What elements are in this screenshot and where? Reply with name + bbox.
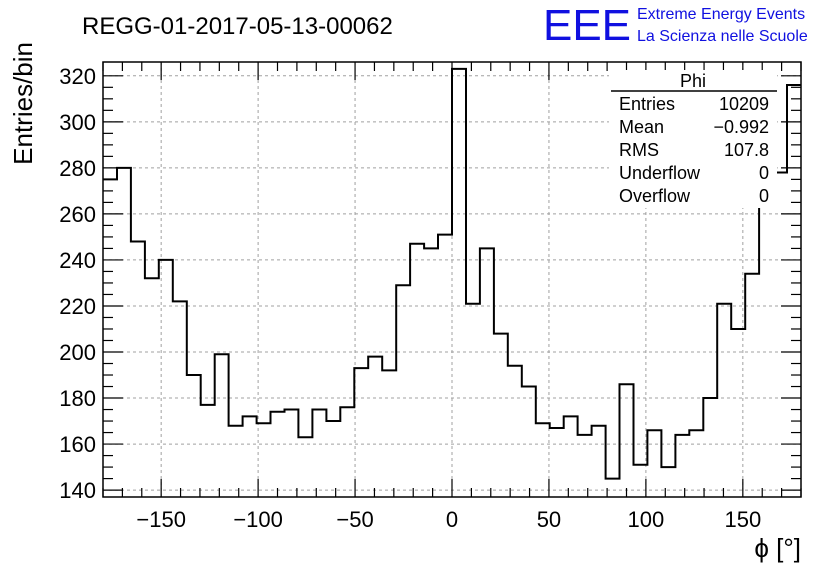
x-tick-label: 0 <box>446 507 458 532</box>
x-tick-label: 150 <box>724 507 761 532</box>
histogram-bin <box>173 301 187 497</box>
histogram-bin <box>536 423 550 497</box>
x-axis-label: ϕ [°] <box>754 533 801 563</box>
histogram-bin <box>340 407 354 497</box>
x-tick-label: −150 <box>136 507 186 532</box>
histogram-bin <box>131 242 145 497</box>
y-tick-label: 240 <box>59 248 96 273</box>
stats-value: −0.992 <box>713 117 769 137</box>
x-tick-label: 50 <box>537 507 561 532</box>
y-tick-label: 180 <box>59 386 96 411</box>
histogram-bin <box>382 370 396 497</box>
histogram-bin <box>312 410 326 497</box>
histogram-bin <box>564 416 578 497</box>
histogram-bin <box>298 437 312 497</box>
stats-value: 10209 <box>719 94 769 114</box>
histogram-bin <box>103 179 117 497</box>
stats-label: Overflow <box>619 186 691 206</box>
y-tick-label: 160 <box>59 432 96 457</box>
histogram-bin <box>620 384 634 497</box>
histogram-bin <box>647 430 661 497</box>
stats-box-bg <box>609 70 777 208</box>
histogram-bin <box>368 357 382 497</box>
histogram-bin <box>117 168 131 497</box>
histogram-bin <box>773 172 787 497</box>
histogram-bin <box>661 467 675 497</box>
histogram-bin <box>215 354 229 497</box>
y-tick-label: 300 <box>59 110 96 135</box>
histogram-bin <box>494 334 508 497</box>
histogram-bin <box>243 416 257 497</box>
histogram-bin <box>522 387 536 497</box>
histogram-bin <box>592 426 606 497</box>
stats-label: RMS <box>619 140 659 160</box>
y-tick-label: 220 <box>59 294 96 319</box>
histogram-bin <box>759 205 773 497</box>
histogram-bin <box>159 260 173 497</box>
chart-title: REGG-01-2017-05-13-00062 <box>82 13 393 40</box>
y-tick-label: 260 <box>59 202 96 227</box>
stats-label: Entries <box>619 94 675 114</box>
y-tick-label: 200 <box>59 340 96 365</box>
histogram-bin <box>229 426 243 497</box>
x-tick-label: 100 <box>628 507 665 532</box>
stats-value: 0 <box>759 163 769 183</box>
stats-label: Mean <box>619 117 664 137</box>
histogram-bin <box>787 85 801 497</box>
x-tick-label: −100 <box>233 507 283 532</box>
stats-value: 107.8 <box>724 140 769 160</box>
histogram-bin <box>201 405 215 497</box>
histogram-bin <box>396 285 410 497</box>
y-tick-labels: 140 160 180 200 220 240 260 280 300 320 <box>59 64 96 503</box>
y-tick-label: 320 <box>59 64 96 89</box>
stats-title: Phi <box>680 71 706 91</box>
y-tick-label: 280 <box>59 156 96 181</box>
histogram-bin <box>438 235 452 497</box>
histogram-bin <box>410 244 424 497</box>
histogram-bin <box>703 398 717 497</box>
histogram-bin <box>424 248 438 497</box>
histogram-bin <box>284 410 298 497</box>
histogram-bin <box>187 375 201 497</box>
histogram-bin <box>326 421 340 497</box>
eee-logo-mark: EEE <box>543 1 631 50</box>
histogram-bin <box>717 304 731 497</box>
stats-box: Phi Entries 10209 Mean −0.992 RMS 107.8 Underf… <box>609 70 777 208</box>
y-axis-label: Entries/bin <box>8 42 38 165</box>
stats-value: 0 <box>759 186 769 206</box>
histogram-series <box>103 67 801 497</box>
histogram-bin <box>480 248 494 497</box>
histogram-bin <box>145 278 159 497</box>
histogram-outline <box>103 67 801 480</box>
eee-logo: EEE Extreme Energy Events La Scienza nel… <box>543 1 808 50</box>
stats-rows: Entries 10209 Mean −0.992 RMS 107.8 Underflow 0… <box>619 94 769 206</box>
eee-logo-line1: Extreme Energy Events <box>637 6 805 23</box>
histogram-bin <box>508 366 522 497</box>
histogram-bin <box>466 304 480 497</box>
x-tick-label: −50 <box>336 507 373 532</box>
y-tick-label: 140 <box>59 478 96 503</box>
eee-logo-line2: La Scienza nelle Scuole <box>637 28 808 45</box>
histogram-bin <box>271 412 285 497</box>
histogram-bin <box>689 430 703 497</box>
histogram-bin <box>550 428 564 497</box>
stats-label: Underflow <box>619 163 701 183</box>
histogram-bin <box>354 368 368 497</box>
histogram-bin <box>745 274 759 497</box>
histogram-bin <box>452 69 466 497</box>
x-tick-labels: −150 −100 −50 0 50 100 150 <box>136 507 761 532</box>
